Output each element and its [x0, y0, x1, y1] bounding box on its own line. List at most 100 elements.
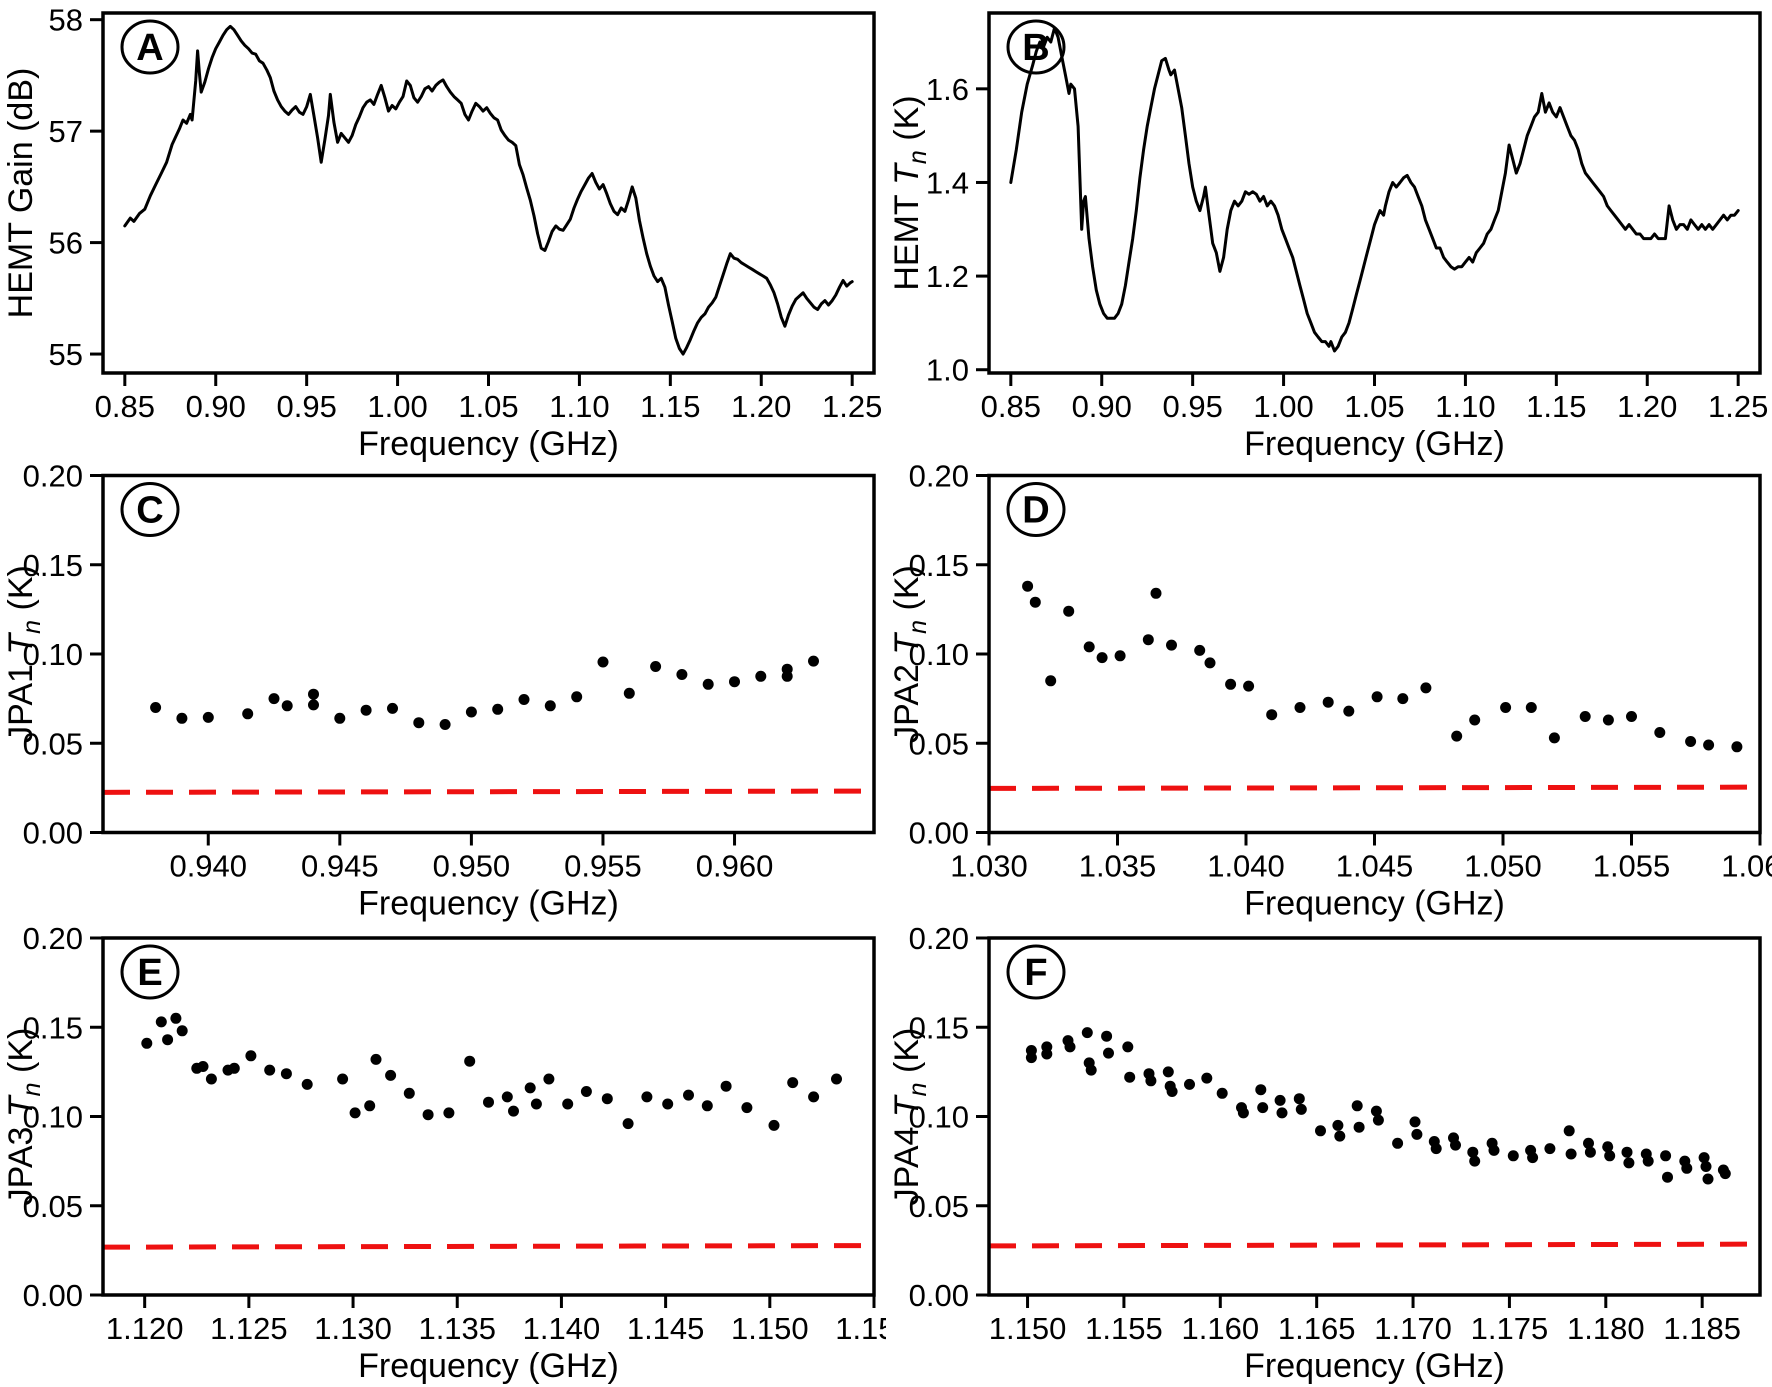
data-point	[1162, 1066, 1174, 1078]
data-point	[501, 1091, 513, 1103]
x-tick-label: 1.125	[210, 1311, 288, 1346]
x-tick-label: 0.95	[1162, 389, 1222, 424]
data-point	[1081, 1027, 1093, 1039]
y-tick-label: 0.00	[23, 816, 83, 851]
data-point	[1257, 1102, 1269, 1114]
panel-a-hemt-gain: 0.85 0.90 0.95 1.00 1.05 1.10 1.15 1.20 1.25 55 56…	[0, 0, 886, 462]
data-point	[465, 706, 477, 718]
data-point	[1085, 1064, 1097, 1076]
data-point	[1351, 1100, 1363, 1112]
data-point	[741, 1102, 753, 1114]
data-point	[1204, 657, 1216, 669]
panel-badge-circle	[1006, 19, 1066, 75]
data-point	[370, 1053, 382, 1065]
x-tick-label: 1.20	[1617, 389, 1677, 424]
data-point	[543, 1073, 555, 1085]
data-point	[301, 1078, 313, 1090]
data-point	[464, 1055, 476, 1067]
data-point	[1103, 1047, 1114, 1059]
data-point	[242, 708, 254, 720]
data-point	[808, 1091, 820, 1103]
panel-badge-letter: C	[136, 490, 163, 532]
y-tick-label: 0.10	[909, 637, 969, 672]
data-point	[524, 1082, 536, 1094]
x-axis-label: Frequency (GHz)	[1244, 885, 1505, 923]
y-tick-label: 0.05	[909, 1189, 969, 1224]
data-point	[683, 1089, 694, 1101]
data-point	[1266, 709, 1278, 721]
data-point	[755, 670, 767, 682]
data-point	[1397, 693, 1409, 705]
data-point	[1579, 711, 1591, 722]
data-point	[364, 1100, 376, 1112]
data-point	[202, 711, 214, 723]
x-tick-label: 0.945	[301, 849, 379, 884]
y-tick-label: 0.20	[23, 925, 83, 956]
y-tick-label: 0.10	[23, 1100, 83, 1135]
data-point	[1527, 1152, 1539, 1164]
x-tick-label: 1.040	[1207, 849, 1285, 884]
x-tick-label: 1.045	[1336, 849, 1414, 884]
y-tick-label: 58	[49, 3, 83, 38]
data-point	[787, 1077, 799, 1089]
x-tick-label: 1.25	[822, 389, 882, 424]
data-point	[1370, 1105, 1382, 1117]
x-tick-label: 1.180	[1567, 1311, 1645, 1346]
data-point	[1681, 1162, 1693, 1174]
y-tick-label: 0.15	[23, 1010, 83, 1045]
data-point	[1041, 1048, 1053, 1060]
panel-f-jpa4-tn: 1.150 1.155 1.160 1.165 1.170 1.175 1.180 1.185…	[886, 925, 1772, 1387]
data-point	[337, 1073, 349, 1085]
data-point	[170, 1012, 182, 1024]
data-point	[1045, 675, 1057, 687]
data-point	[1022, 580, 1034, 592]
data-point	[1548, 732, 1560, 744]
x-tick-label: 1.160	[1182, 1311, 1260, 1346]
data-point	[1507, 1150, 1519, 1162]
data-point	[1201, 1072, 1213, 1084]
data-point	[622, 1118, 634, 1130]
y-tick-label: 0.10	[23, 637, 83, 672]
data-point	[1332, 1119, 1344, 1131]
quantum-limit-line	[988, 1241, 1761, 1249]
panel-badge-letter: A	[136, 27, 163, 69]
data-point	[1166, 639, 1177, 651]
data-point	[492, 703, 504, 715]
data-point	[1719, 1168, 1731, 1180]
data-point	[1565, 1148, 1577, 1160]
data-point	[641, 1091, 653, 1103]
y-tick-label: 56	[49, 226, 83, 261]
data-point	[245, 1050, 257, 1062]
data-point	[443, 1107, 455, 1119]
x-tick-label: 0.90	[1072, 389, 1132, 424]
x-axis-label: Frequency (GHz)	[358, 425, 619, 462]
x-tick-label: 1.10	[549, 389, 609, 424]
data-point	[601, 1093, 613, 1105]
plot-frame	[987, 11, 1762, 375]
data-point	[1372, 1114, 1384, 1126]
data-point	[176, 712, 188, 724]
data-point	[1662, 1171, 1673, 1183]
data-point	[308, 688, 319, 700]
data-point	[1500, 702, 1512, 713]
data-point	[1411, 1128, 1423, 1140]
x-axis-label: Frequency (GHz)	[1244, 1347, 1505, 1385]
data-point	[562, 1098, 574, 1110]
y-tick-label: 0.00	[909, 1278, 969, 1313]
data-point	[1243, 680, 1255, 692]
data-point	[1142, 634, 1154, 646]
y-tick-label: 0.15	[909, 1010, 969, 1045]
data-point	[268, 693, 280, 705]
x-tick-label: 1.00	[367, 389, 427, 424]
data-point	[334, 712, 346, 724]
data-point	[197, 1061, 209, 1072]
panel-badge-letter: F	[1024, 952, 1047, 994]
panel-badge-letter: B	[1022, 27, 1049, 69]
data-point	[403, 1087, 415, 1099]
data-point	[1276, 1107, 1288, 1119]
data-point	[1255, 1084, 1267, 1096]
data-point	[571, 691, 583, 703]
data-point	[1450, 1139, 1461, 1151]
data-point	[808, 655, 819, 667]
data-point	[1114, 650, 1126, 662]
